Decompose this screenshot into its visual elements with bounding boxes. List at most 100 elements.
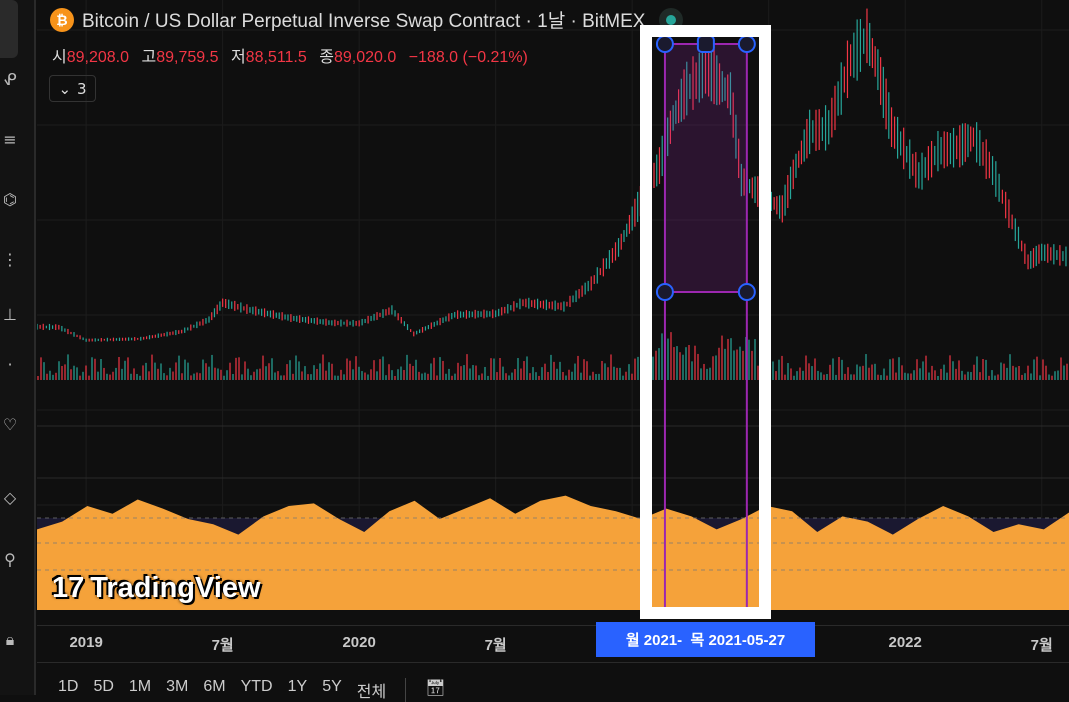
- range-button-ytd[interactable]: YTD: [240, 678, 273, 695]
- volume-bar: [337, 375, 339, 380]
- volume-bar: [319, 363, 321, 380]
- volume-bar: [889, 359, 891, 380]
- volume-bar: [178, 355, 180, 380]
- time-tick: 7월: [211, 637, 234, 654]
- volume-bar: [808, 363, 810, 380]
- volume-bar: [103, 367, 105, 380]
- range-button-전체[interactable]: 전체: [356, 684, 387, 701]
- volume-bar: [76, 367, 78, 380]
- volume-bar: [1063, 365, 1065, 380]
- volume-bar: [313, 365, 315, 380]
- range-button-1d[interactable]: 1D: [58, 678, 79, 695]
- volume-bar: [730, 338, 732, 380]
- text-icon[interactable]: ·: [7, 355, 13, 374]
- ruler-icon[interactable]: ◇: [3, 488, 17, 507]
- volume-bar: [814, 358, 816, 380]
- volume-bar: [1045, 365, 1047, 380]
- chevron-down-icon: ⌄: [58, 79, 72, 98]
- volume-bar: [1039, 375, 1041, 380]
- range-button-6m[interactable]: 6M: [203, 678, 226, 695]
- volume-bar: [247, 368, 249, 380]
- crosshair-date-label: 월 2021- 목 2021-05-27: [596, 622, 815, 657]
- pattern-icon[interactable]: ⌬: [3, 190, 17, 209]
- volume-bar: [880, 375, 882, 380]
- volume-bar: [193, 373, 195, 380]
- volume-bar: [958, 360, 960, 380]
- volume-bar: [898, 357, 900, 380]
- volume-bar: [304, 366, 306, 380]
- range-button-3m[interactable]: 3M: [166, 678, 189, 695]
- volume-bar: [376, 371, 378, 380]
- price-chart[interactable]: [37, 0, 1069, 625]
- symbol-title[interactable]: Bitcoin / US Dollar Perpetual Inverse Sw…: [82, 11, 646, 32]
- volume-bar: [667, 338, 669, 380]
- active-tool-button[interactable]: [0, 0, 18, 58]
- volume-bar: [418, 371, 420, 380]
- volume-bar: [1066, 363, 1068, 380]
- volume-bar: [457, 362, 459, 380]
- volume-bar: [550, 354, 552, 380]
- measure-icon[interactable]: ⊥: [3, 305, 17, 324]
- volume-bar: [757, 365, 759, 380]
- range-button-5y[interactable]: 5Y: [322, 678, 342, 695]
- volume-bar: [382, 356, 384, 380]
- indicators-toggle-button[interactable]: ⌄ 3: [49, 75, 96, 102]
- volume-bar: [442, 360, 444, 380]
- volume-bar: [511, 372, 513, 380]
- volume-bar: [715, 355, 717, 380]
- range-button-5d[interactable]: 5D: [93, 678, 114, 695]
- volume-bar: [154, 362, 156, 380]
- lock-icon[interactable]: 🔒︎: [5, 630, 15, 649]
- volume-bar: [592, 371, 594, 380]
- volume-bar: [214, 367, 216, 380]
- volume-bar: [832, 358, 834, 380]
- volume-bar: [691, 361, 693, 380]
- zoom-icon[interactable]: ⚲: [4, 550, 16, 569]
- volume-bar: [1057, 370, 1059, 380]
- time-tick: 2020: [342, 634, 376, 651]
- indicator-count: 3: [77, 79, 87, 98]
- tv-logo-text: TradingView: [90, 572, 261, 604]
- volume-bar: [574, 363, 576, 380]
- volume-bar: [829, 364, 831, 380]
- volume-bar: [124, 360, 126, 380]
- forecast-icon[interactable]: ⋮: [2, 250, 18, 269]
- volume-bar: [994, 375, 996, 380]
- volume-bar: [64, 364, 66, 380]
- pen-icon[interactable]: ᕵ: [3, 70, 17, 89]
- volume-bar: [277, 371, 279, 380]
- volume-bar: [613, 366, 615, 380]
- volume-bar: [982, 358, 984, 380]
- volume-bar: [739, 346, 741, 380]
- volume-bar: [346, 358, 348, 380]
- volume-bar: [97, 371, 99, 380]
- calendar-icon[interactable]: 📅︎: [425, 680, 446, 697]
- selection-handle[interactable]: [737, 283, 756, 301]
- highlight-frame: [640, 25, 771, 619]
- volume-bar: [637, 356, 639, 380]
- volume-bar: [979, 372, 981, 380]
- time-axis[interactable]: 2019 7월 2020 7월 2022 7월: [37, 625, 1069, 663]
- volume-bar: [670, 332, 672, 380]
- range-button-1m[interactable]: 1M: [128, 678, 152, 695]
- volume-bar: [862, 365, 864, 380]
- volume-bar: [499, 358, 501, 380]
- volume-bar: [58, 361, 60, 380]
- volume-bar: [403, 370, 405, 380]
- brush-icon[interactable]: ♡: [2, 415, 18, 434]
- volume-bar: [439, 357, 441, 380]
- volume-bar: [163, 373, 165, 380]
- volume-bar: [874, 363, 876, 380]
- volume-bar: [517, 358, 519, 380]
- volume-bar: [139, 375, 141, 380]
- volume-bar: [238, 357, 240, 380]
- volume-bar: [133, 368, 135, 380]
- fib-icon[interactable]: ≡: [3, 130, 17, 149]
- range-button-1y[interactable]: 1Y: [287, 678, 308, 695]
- volume-bar: [352, 369, 354, 380]
- volume-bar: [931, 365, 933, 380]
- volume-bar: [970, 372, 972, 380]
- selection-handle[interactable]: [655, 283, 674, 301]
- volume-bar: [349, 360, 351, 380]
- volume-bar: [706, 368, 708, 380]
